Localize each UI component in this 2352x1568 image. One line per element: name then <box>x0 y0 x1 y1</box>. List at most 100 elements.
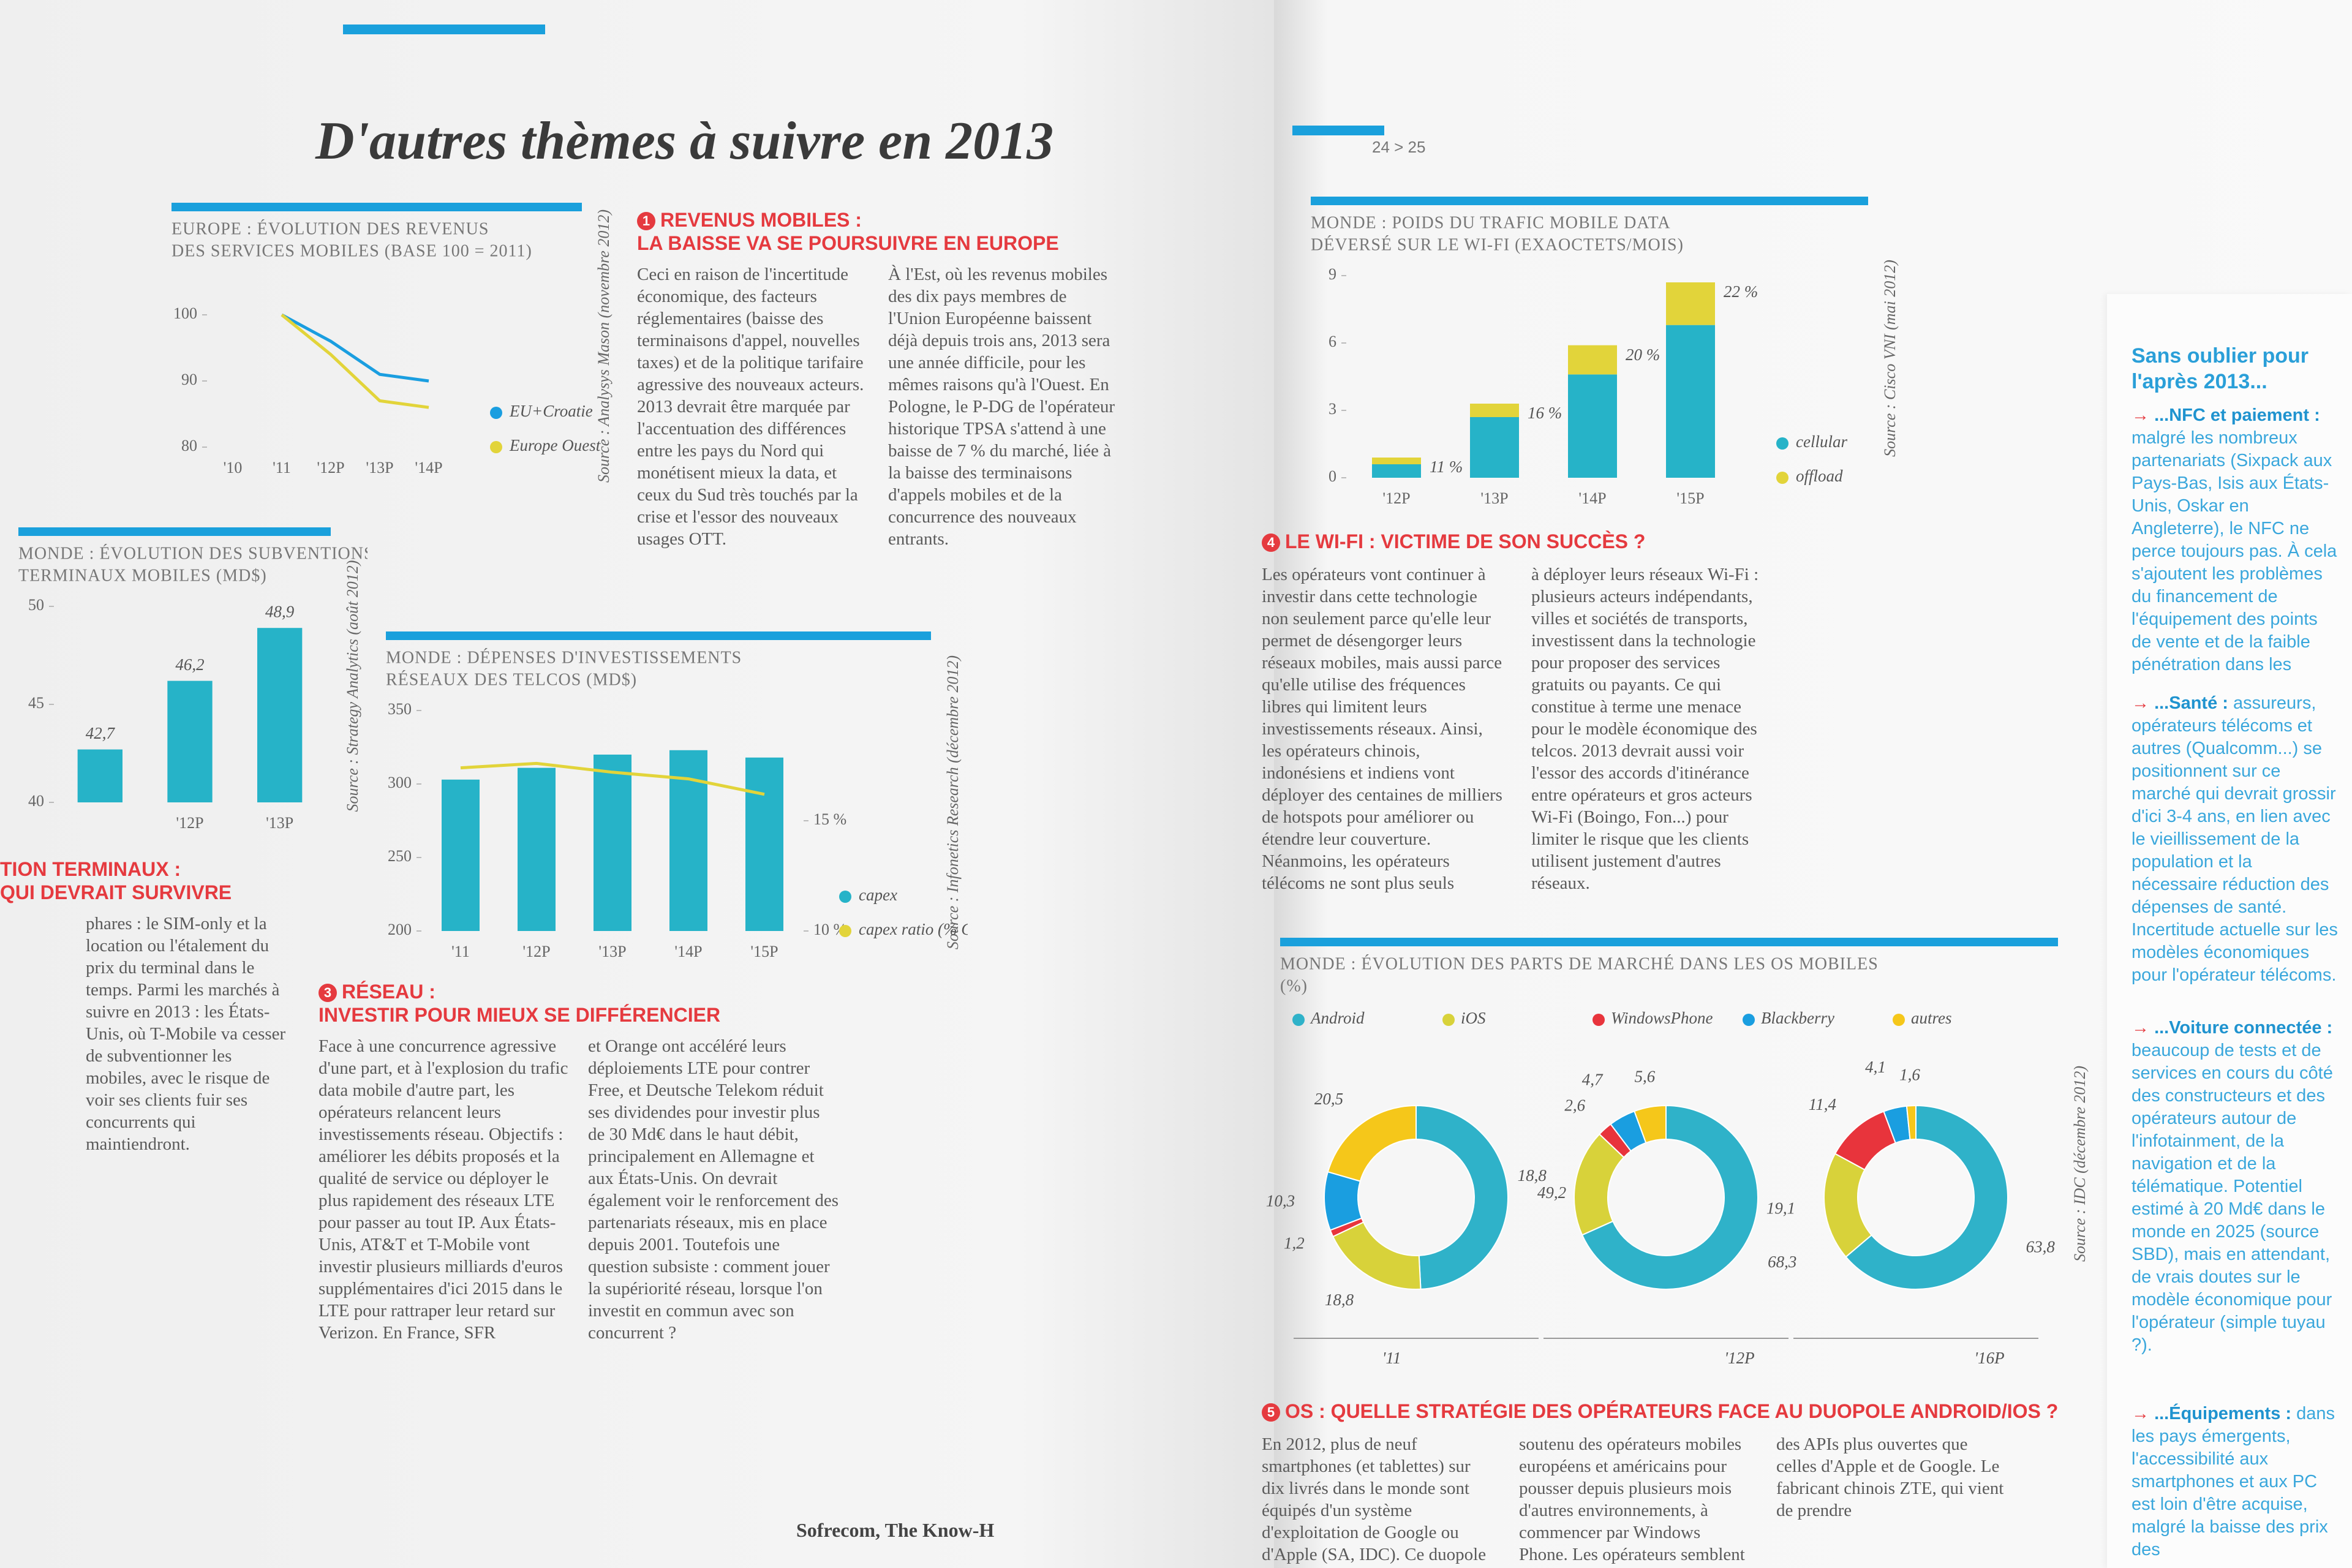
section-heading: 3 RÉSEAU : INVESTIR POUR MIEUX SE DIFFÉREN… <box>318 980 870 1027</box>
bar <box>1372 464 1421 478</box>
x-tick-label: '12P <box>317 459 344 477</box>
section-number: 3 <box>318 984 337 1002</box>
x-tick-label: '11 <box>273 459 291 477</box>
x-tick-label: '13P <box>366 459 393 477</box>
chart: MONDE : ÉVOLUTION DES PARTS DE MARCHÉ DA… <box>1266 938 2089 1367</box>
body-text: soutenu des opérateurs mobiles européens… <box>1519 1434 1745 1564</box>
data-label: 63,8 <box>2026 1237 2056 1256</box>
body-text: En 2012, plus de neuf smartphones (et ta… <box>1262 1434 1487 1568</box>
arrow-icon: → <box>2132 405 2149 425</box>
item-lead: ...Équipements : <box>2154 1404 2292 1423</box>
body-text: À l'Est, où les revenus mobiles des dix … <box>888 265 1115 549</box>
data-label: 18,8 <box>1518 1166 1547 1185</box>
x-tick-label: '14P <box>674 943 702 960</box>
chart-title: EUROPE : ÉVOLUTION DES REVENUS <box>172 219 489 238</box>
y-tick-label: 250 <box>388 847 412 865</box>
body-text: Face à une concurrence agressive d'une p… <box>318 1036 568 1343</box>
x-tick-label: '13P <box>1480 489 1508 507</box>
x-tick-label: '12P <box>522 943 550 960</box>
legend-label: offload <box>1796 467 1843 485</box>
legend-swatch <box>1776 472 1789 484</box>
donut-slice <box>1581 1104 1758 1290</box>
chart-title: MONDE : POIDS DU TRAFIC MOBILE DATA <box>1311 213 1671 232</box>
legend-swatch <box>1292 1014 1305 1026</box>
y-tick-label: 200 <box>388 921 412 938</box>
legend-label: autres <box>1911 1009 1952 1027</box>
heading-line: OS : QUELLE STRATÉGIE DES OPÉRATEURS FAC… <box>1285 1400 2059 1422</box>
body-text: phares : le SIM-only et la location ou l… <box>86 914 286 1154</box>
body-text: des APIs plus ouvertes que celles d'Appl… <box>1776 1434 2004 1520</box>
data-label: 20,5 <box>1314 1090 1343 1108</box>
item-lead: ...Santé : <box>2154 693 2228 713</box>
sidebar-item: → ...NFC et paiement : malgré les nombre… <box>2132 404 2340 674</box>
chart-source: Source : Infonetics Research (décembre 2… <box>944 655 962 949</box>
legend-swatch <box>1893 1014 1905 1026</box>
series-label: '12P <box>1724 1349 1754 1367</box>
legend-label: WindowsPhone <box>1611 1009 1713 1027</box>
legend-swatch <box>839 891 851 903</box>
decor-stripe <box>1292 126 1384 135</box>
bar <box>1666 325 1715 478</box>
heading-line: TION TERMINAUX : <box>0 858 181 880</box>
heading-line: RÉSEAU : <box>342 981 435 1003</box>
data-label: 18,8 <box>1325 1291 1354 1309</box>
legend-label: Europe Ouest <box>509 436 601 454</box>
donut-slice <box>1845 1104 2008 1290</box>
chart-subtitle: DÉVERSÉ SUR LE WI-FI (EXAOCTETS/MOIS) <box>1311 235 1684 254</box>
series-label: '11 <box>1382 1349 1401 1367</box>
chart-subtitle: RÉSEAUX DES TELCOS (MD$) <box>386 670 637 689</box>
legend-label: EU+Croatie <box>509 402 593 420</box>
body-text: à déployer leurs réseaux Wi-Fi : plusieu… <box>1531 565 1759 893</box>
legend-label: iOS <box>1461 1009 1486 1027</box>
x-tick-label: '15P <box>750 943 778 960</box>
y-tick-label: 3 <box>1329 400 1336 418</box>
data-label: 48,9 <box>265 602 295 620</box>
y-tick-label: 40 <box>28 792 44 810</box>
chart-title: MONDE : ÉVOLUTION DES PARTS DE MARCHÉ DA… <box>1280 954 1879 973</box>
bar <box>1666 282 1715 325</box>
arrow-icon: → <box>2132 693 2149 713</box>
bar <box>257 628 303 802</box>
bar <box>1470 417 1519 478</box>
body-text: et Orange ont accéléré leurs déploiement… <box>588 1036 839 1343</box>
y2-tick-label: 15 % <box>813 810 846 828</box>
legend-label: cellular <box>1796 432 1847 451</box>
legend-label: capex <box>859 886 897 904</box>
data-label: 20 % <box>1626 345 1660 364</box>
chart-subtitle: DES SERVICES MOBILES (BASE 100 = 2011) <box>172 241 532 260</box>
section-heading: TION TERMINAUX : QUI DEVRAIT SURVIVRE <box>0 858 343 904</box>
heading-line: LE WI-FI : VICTIME DE SON SUCCÈS ? <box>1285 530 1646 552</box>
data-label: 1,6 <box>1899 1065 1920 1084</box>
footer: Sofrecom, The Know-H <box>796 1519 995 1541</box>
data-label: 42,7 <box>86 724 116 742</box>
line <box>281 313 429 383</box>
data-label: 4,7 <box>1582 1071 1604 1089</box>
data-label: 11,4 <box>1809 1095 1836 1114</box>
bar <box>518 767 556 931</box>
x-tick-label: '14P <box>415 459 442 477</box>
donut-slice <box>1332 1221 1422 1290</box>
legend-swatch <box>1743 1014 1755 1026</box>
x-tick-label: '13P <box>598 943 626 960</box>
legend-swatch <box>490 407 502 419</box>
body-text: Ceci en raison de l'incertitude économiq… <box>637 265 864 549</box>
x-tick-label: '12P <box>176 814 203 832</box>
y-tick-label: 0 <box>1329 467 1336 485</box>
legend-swatch <box>1776 437 1789 450</box>
data-label: 49,2 <box>1537 1183 1566 1202</box>
data-label: 22 % <box>1724 282 1758 301</box>
page-number: 24 > 25 <box>1372 138 1426 156</box>
y-tick-label: 90 <box>181 371 197 388</box>
bar <box>167 680 213 802</box>
data-label: 68,3 <box>1768 1253 1796 1271</box>
item-lead: ...Voiture connectée : <box>2154 1018 2333 1038</box>
bar <box>594 755 631 931</box>
sidebar-panel <box>2107 294 2352 1568</box>
item-text: malgré les nombreux partenariats (Sixpac… <box>2132 428 2337 674</box>
bar <box>1372 458 1421 464</box>
series-label: '16P <box>1974 1349 2004 1367</box>
y-tick-label: 9 <box>1329 265 1336 283</box>
section-heading: 4 LE WI-FI : VICTIME DE SON SUCCÈS ? <box>1262 530 1813 553</box>
chart-source: Source : Cisco VNI (mai 2012) <box>1881 260 1899 457</box>
legend-swatch <box>1442 1014 1455 1026</box>
